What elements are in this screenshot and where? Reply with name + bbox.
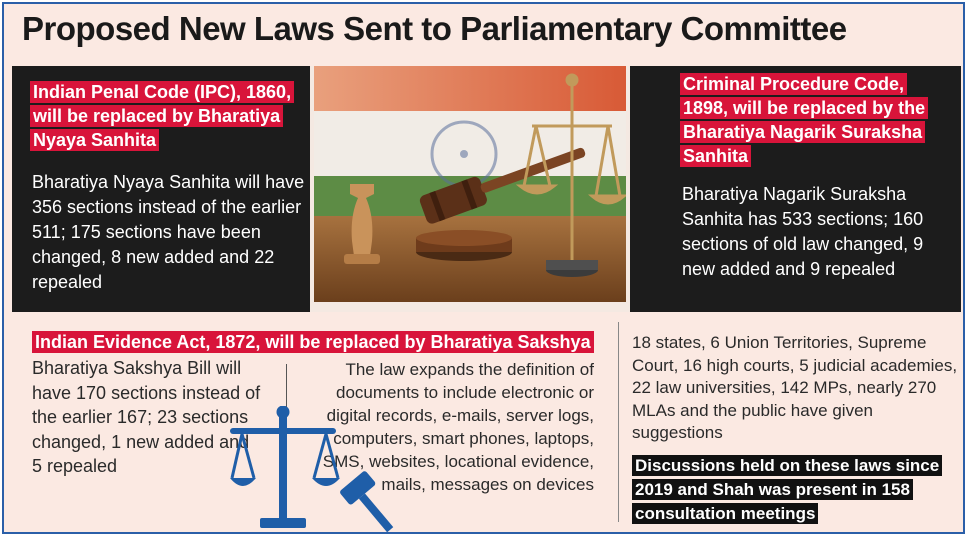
justice-scale-gavel-photo <box>310 66 630 312</box>
crpc-headline: Criminal Procedure Code, 1898, will be r… <box>680 73 929 167</box>
discussions-box: Discussions held on these laws since 201… <box>632 454 962 526</box>
suggestions-text: 18 states, 6 Union Territories, Supreme … <box>632 333 958 442</box>
evidence-details: Bharatiya Sakshya Bill will have 170 sec… <box>32 358 261 476</box>
evidence-headline-box: Indian Evidence Act, 1872, will be repla… <box>32 330 594 354</box>
column-divider <box>618 322 619 522</box>
crpc-details: Bharatiya Nagarik Suraksha Sanhita has 5… <box>682 184 924 279</box>
flag-saffron-band <box>314 66 626 111</box>
ipc-panel: Indian Penal Code (IPC), 1860, will be r… <box>12 66 310 312</box>
page-title: Proposed New Laws Sent to Parliamentary … <box>22 10 847 47</box>
evidence-headline: Indian Evidence Act, 1872, will be repla… <box>32 331 594 353</box>
evidence-expansion: The law expands the definition of docume… <box>322 360 594 494</box>
ipc-details: Bharatiya Nyaya Sanhita will have 356 se… <box>32 172 305 292</box>
ipc-headline-box: Indian Penal Code (IPC), 1860, will be r… <box>30 80 300 152</box>
discussions-text: Discussions held on these laws since 201… <box>632 455 943 524</box>
scale-gavel-illustration <box>314 66 626 302</box>
ipc-headline: Indian Penal Code (IPC), 1860, will be r… <box>30 81 295 151</box>
balance-scale <box>515 73 626 266</box>
photo-illustration <box>314 66 626 302</box>
evidence-separator <box>286 364 287 428</box>
crpc-panel: Criminal Procedure Code, 1898, will be r… <box>630 66 961 312</box>
balance-scale-gavel-icon <box>230 406 394 532</box>
gavel-icon <box>340 471 394 532</box>
flag-white-band <box>314 111 626 176</box>
gavel <box>419 147 586 224</box>
crpc-headline-box: Criminal Procedure Code, 1898, will be r… <box>680 72 950 168</box>
chess-piece <box>350 184 374 256</box>
